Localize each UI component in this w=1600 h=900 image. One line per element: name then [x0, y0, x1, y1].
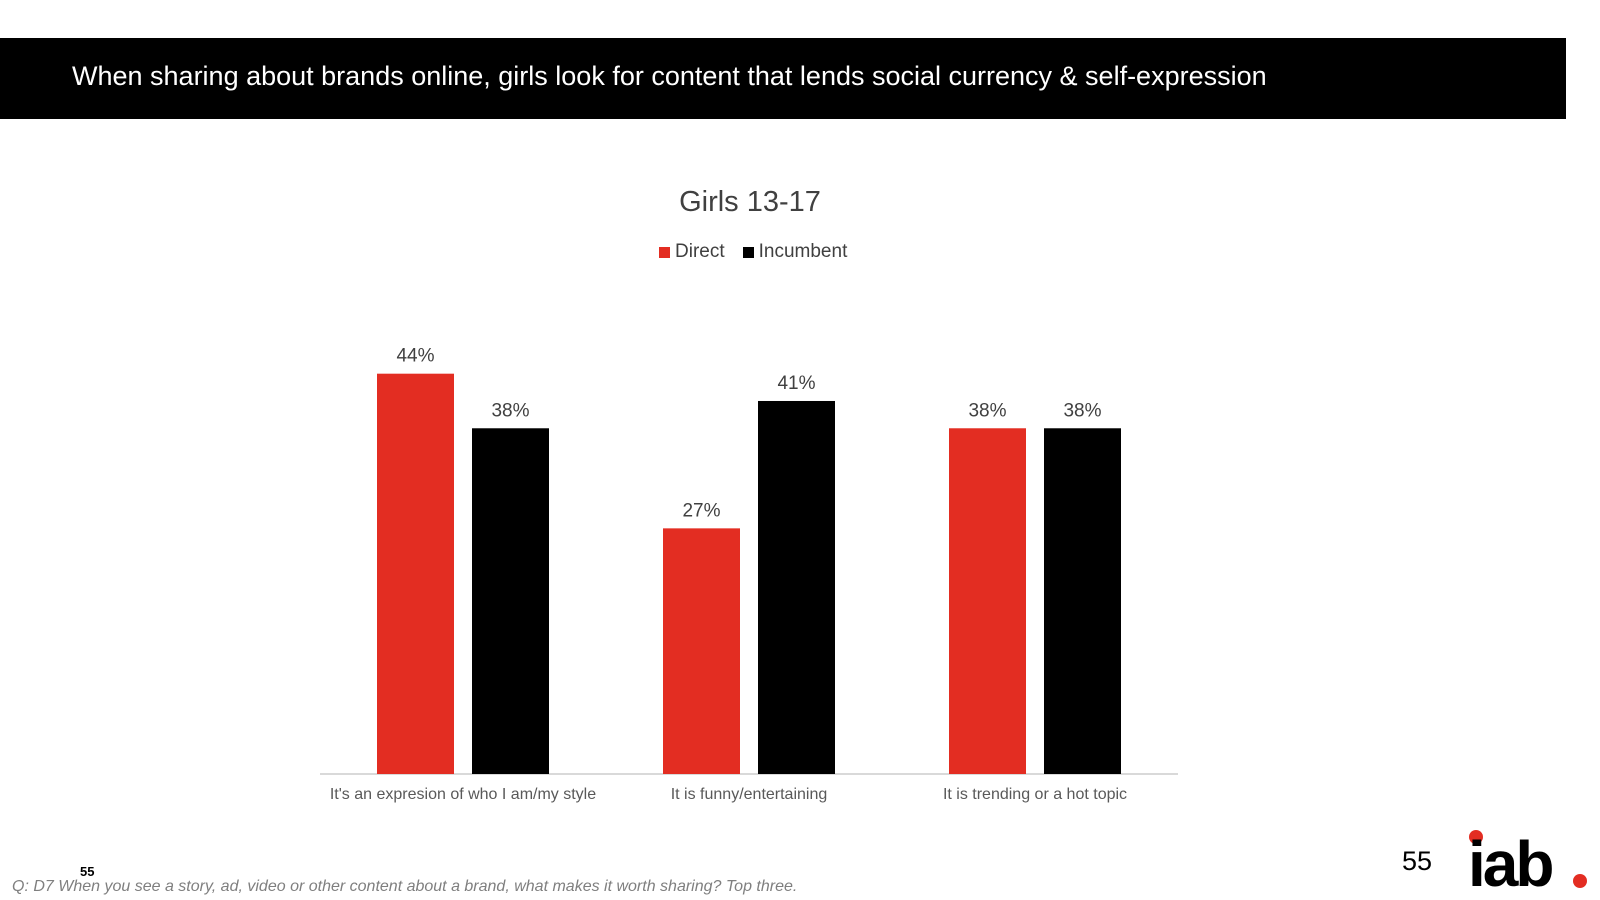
- x-tick-label-1: It's an expresion of who I am/my style: [330, 786, 596, 803]
- data-label-direct-3: 38%: [968, 400, 1006, 421]
- logo-period-icon: [1573, 874, 1587, 888]
- bar-incumbent-2: [758, 400, 835, 774]
- slide-title: When sharing about brands online, girls …: [72, 61, 1267, 91]
- data-label-incumbent-3: 38%: [1063, 400, 1101, 421]
- svg-text:iab: iab: [1468, 828, 1552, 892]
- x-tick-label-2: It is funny/entertaining: [671, 786, 828, 803]
- bar-incumbent-1: [472, 428, 549, 774]
- legend-label-incumbent: Incumbent: [758, 241, 848, 262]
- bar-incumbent-3: [1044, 428, 1121, 774]
- x-tick-label-3: It is trending or a hot topic: [943, 786, 1127, 803]
- legend-label-direct: Direct: [675, 241, 725, 262]
- slide-number-small: 55: [80, 864, 95, 879]
- title-bar: When sharing about brands online, girls …: [0, 38, 1566, 119]
- chart-legend: Direct Incumbent: [659, 240, 847, 264]
- legend-swatch-incumbent: [742, 246, 754, 258]
- data-label-direct-2: 27%: [682, 500, 720, 521]
- legend-item-incumbent: Incumbent: [742, 241, 848, 263]
- data-label-incumbent-1: 38%: [491, 400, 529, 421]
- legend-swatch-direct: [659, 246, 670, 258]
- logo-dot-icon: [1469, 830, 1483, 844]
- bar-direct-3: [949, 428, 1026, 774]
- data-label-direct-1: 44%: [396, 346, 434, 367]
- question-footnote: Q: D7 When you see a story, ad, video or…: [12, 878, 798, 895]
- page-number: 55: [1402, 846, 1433, 876]
- legend-item-direct: Direct: [659, 241, 725, 263]
- bar-direct-1: [377, 373, 454, 774]
- data-label-incumbent-2: 41%: [777, 373, 815, 394]
- chart-title: Girls 13-17: [679, 186, 821, 218]
- iab-logo: iab: [1468, 828, 1587, 892]
- bar-direct-2: [663, 528, 740, 774]
